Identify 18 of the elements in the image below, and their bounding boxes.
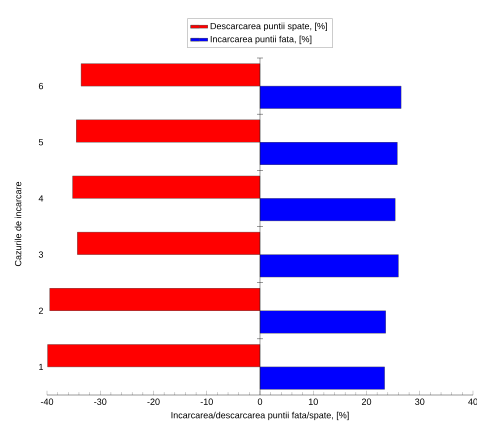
x-tick-label: 30: [415, 398, 424, 405]
x-tick-label: -10: [200, 398, 213, 405]
x-tick-label: -20: [147, 398, 160, 405]
x-tick-label: -30: [94, 398, 106, 405]
y-tick-label: 2: [38, 308, 44, 314]
x-tick-label: -40: [40, 398, 54, 405]
y-tick-label: 3: [38, 251, 44, 258]
y-axis-title: Cazurile de incarcare: [14, 182, 22, 266]
legend-label: Incarcarea puntii fata, [%]: [210, 36, 312, 44]
y-tick-label: 1: [39, 364, 44, 370]
x-tick-label: 20: [362, 398, 372, 405]
x-tick-label: 10: [308, 398, 318, 405]
x-axis-title: Incarcarea/descarcarea puntii fata/spate, [%]: [172, 412, 349, 420]
x-tick-label: 0: [258, 398, 262, 405]
y-tick-label: 6: [38, 82, 44, 90]
legend-label: Descarcarea puntii spate, [%]: [210, 22, 327, 32]
y-tick-label: 5: [38, 139, 44, 146]
y-tick-label: 4: [38, 195, 44, 202]
